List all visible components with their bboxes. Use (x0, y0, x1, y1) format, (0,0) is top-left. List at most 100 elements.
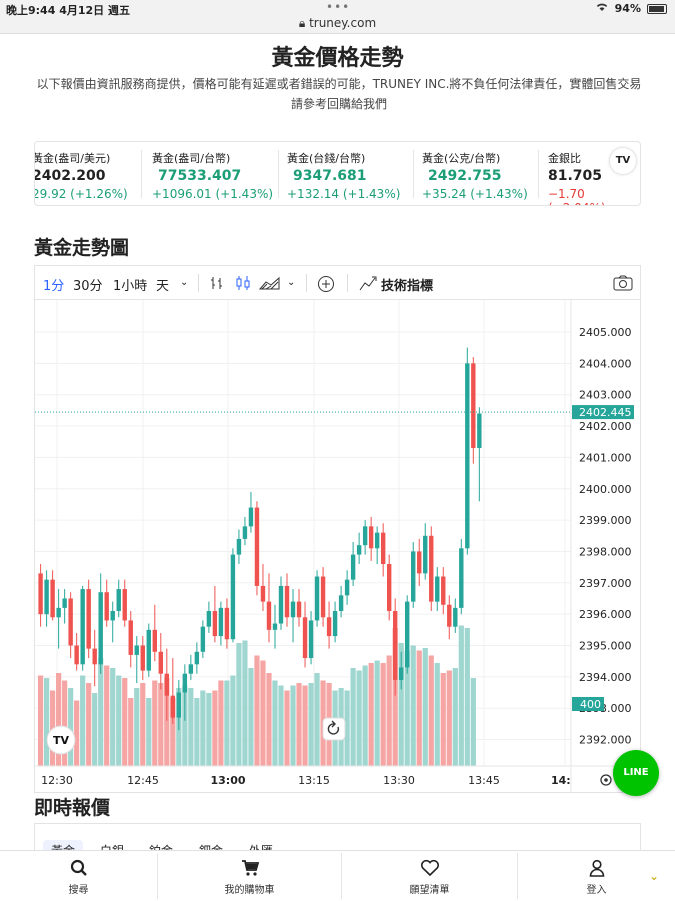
volume-bar (206, 693, 212, 766)
candle-body (152, 629, 157, 652)
candle-body (266, 601, 272, 630)
x-tick-label: 14: (551, 774, 571, 787)
volume-bar (464, 628, 470, 766)
candle-body (429, 535, 434, 602)
ticker-name: 黃金(盎司/台幣) (152, 152, 231, 165)
ticker-item[interactable]: 金銀比 81.705 −1.70 (−2.04%) (548, 150, 640, 205)
ticker-name: 金銀比 (548, 152, 581, 165)
ticker-change: −1.70 (−2.04%) (548, 187, 606, 205)
candle-body (392, 611, 398, 680)
y-tick-label: 2397.000 (579, 577, 632, 590)
chevron-down-icon[interactable]: ⌄ (648, 869, 659, 883)
volume-bar (308, 683, 314, 766)
ticker-item[interactable]: 黃金(盎司/台幣) 77533.407 +1096.01 (+1.43%) (152, 150, 273, 201)
volume-bar (92, 693, 98, 766)
volume-bar (134, 688, 140, 766)
status-time: 晚上9:44 4月12日 週五 (6, 4, 130, 17)
reset-arrow (327, 723, 340, 735)
disclaimer-text: 以下報價由資訊服務商提供，價格可能有延遲或者錯誤的可能，TRUNEY INC.將… (36, 77, 642, 111)
candle-body (80, 589, 85, 665)
candle-body (465, 363, 470, 549)
interval-30m-button[interactable]: 30分 (73, 279, 103, 294)
interval-day-button[interactable]: 天 (156, 279, 170, 294)
bar-chart-style-icon[interactable] (209, 275, 225, 295)
volume-bar (152, 680, 158, 766)
nav-search-label: 搜尋 (68, 885, 89, 896)
interval-1h-button[interactable]: 1小時 (113, 279, 148, 294)
volume-bar (302, 685, 308, 766)
volume-bar (422, 648, 428, 766)
volume-bar (266, 673, 272, 766)
nav-cart[interactable]: 我的購物車 (158, 851, 341, 901)
address-bar[interactable]: 🔒︎ truney.com (0, 16, 675, 31)
volume-bar (242, 640, 248, 766)
candle-body (164, 673, 170, 696)
tradingview-logo-icon[interactable]: TV (610, 148, 636, 174)
candle-body (296, 601, 302, 618)
candlestick-style-icon[interactable] (235, 275, 251, 295)
volume-bar (212, 690, 218, 766)
chart-style-dropdown-icon[interactable]: ⌄ (287, 277, 296, 288)
page-title: 黃金價格走勢 (271, 46, 404, 71)
candle-body (332, 611, 338, 637)
settings-gear-icon (600, 774, 612, 786)
indicators-icon[interactable] (359, 275, 377, 295)
heart-icon (420, 859, 439, 877)
candle-body (182, 673, 188, 693)
ticker-divider (278, 150, 279, 198)
candle-body (338, 595, 344, 612)
line-chat-button[interactable]: LINE (613, 750, 659, 796)
volume-bar (86, 683, 92, 766)
ticker-item[interactable]: 黃金(盎司/美元) 2402.200 29.92 (+1.26%) (34, 150, 128, 201)
cart-icon (241, 860, 259, 876)
ticker-item[interactable]: 黃金(公克/台幣) 2492.755 +35.24 (+1.43%) (422, 150, 528, 201)
volume-bar (398, 643, 404, 766)
price-chart[interactable]: 2405.000 2404.000 2403.000 2402.000 2401.000… (35, 300, 640, 792)
volume-bar (404, 650, 410, 766)
volume-bar (272, 680, 278, 766)
ticker-price: 81.705 (548, 168, 603, 184)
x-tick-label: 13:15 (298, 774, 330, 787)
volume-bar (68, 688, 74, 766)
ticker-price: 77533.407 (158, 168, 242, 184)
add-compare-icon[interactable] (317, 275, 335, 297)
ticker-item[interactable]: 黃金(台錢/台幣) 9347.681 +132.14 (+1.43%) (287, 150, 400, 201)
ticker-change: +1096.01 (+1.43%) (152, 187, 274, 201)
nav-wishlist[interactable]: 願望清單 (342, 851, 517, 901)
candle-body (272, 623, 278, 630)
x-tick-label: 13:00 (210, 774, 245, 787)
volume-bar (344, 690, 350, 766)
reset-chart-icon (322, 717, 346, 741)
nav-search[interactable]: 搜尋 (0, 851, 157, 901)
volume-bar (236, 643, 242, 766)
candle-body (176, 692, 182, 718)
volume-bar (434, 663, 440, 766)
interval-1m-button[interactable]: 1分 (43, 279, 65, 294)
candle-body (447, 604, 452, 627)
candle-body (423, 535, 428, 574)
volume-bar (470, 678, 476, 766)
volume-bar (62, 680, 68, 766)
toolbar-divider (306, 274, 307, 292)
last-price-tag (572, 405, 634, 420)
candle-body (56, 607, 61, 618)
candle-body (405, 601, 410, 668)
candle-body (86, 589, 91, 649)
nav-login[interactable]: 登入 (518, 851, 675, 901)
candle-body (314, 576, 320, 621)
candle-body (278, 585, 284, 624)
tab-dots-icon[interactable]: ••• (326, 0, 351, 14)
candle-body (224, 607, 230, 640)
tv-logo-circle (46, 725, 76, 755)
indicators-button[interactable]: 技術指標 (381, 279, 434, 294)
volume-bar (278, 685, 284, 766)
y-tick-label: 2396.000 (579, 608, 632, 621)
volume-bar (392, 628, 398, 766)
ticker-divider (538, 150, 539, 198)
ticker-change: 29.92 (+1.26%) (34, 187, 128, 201)
tradingview-logo-icon: TV (46, 725, 76, 755)
interval-dropdown-chevron-icon[interactable]: ⌄ (180, 277, 189, 288)
camera-snapshot-icon[interactable] (613, 275, 633, 295)
gear-hub (604, 778, 608, 782)
area-chart-style-icon[interactable] (258, 275, 281, 295)
